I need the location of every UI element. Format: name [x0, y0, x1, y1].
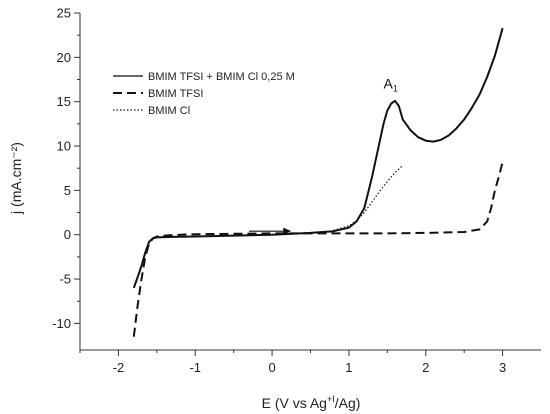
series-line-3 — [333, 165, 404, 231]
series-line-1 — [132, 27, 504, 289]
x-tick-label: -2 — [113, 360, 125, 375]
y-axis-label: j (mA.cm⁻²) — [8, 142, 24, 215]
peak-annotation: A1 — [383, 75, 397, 93]
y-tick-label: 5 — [64, 183, 71, 198]
x-tick-label: 1 — [345, 360, 352, 375]
y-tick-label: 0 — [64, 227, 71, 242]
y-tick-label: 20 — [57, 50, 71, 65]
y-tick-label: 25 — [57, 6, 71, 21]
legend-label-2: BMIM TFSI — [148, 88, 203, 100]
x-axis-label-sup: +I — [327, 394, 335, 404]
x-tick-label: -1 — [189, 360, 201, 375]
axes-layer — [79, 13, 541, 351]
legend-label-1: BMIM TFSI + BMIM Cl 0,25 M — [148, 71, 295, 83]
series-line-2 — [132, 161, 504, 337]
y-tick-label: -10 — [52, 316, 71, 331]
y-tick-label: -5 — [59, 272, 71, 287]
y-tick-label: 15 — [57, 94, 71, 109]
series-layer — [132, 27, 504, 337]
x-tick-label: 0 — [268, 360, 275, 375]
legend: BMIM TFSI + BMIM Cl 0,25 M BMIM TFSI BMIM … — [113, 71, 295, 117]
x-axis-label: E (V vs Ag+I/Ag) — [262, 394, 361, 411]
scan-arrow-head — [283, 227, 292, 235]
legend-label-3: BMIM Cl — [148, 105, 190, 117]
y-tick-label: 10 — [57, 139, 71, 154]
annotations: A1 — [249, 75, 398, 235]
x-tick-label: 2 — [422, 360, 429, 375]
x-tick-label: 3 — [499, 360, 506, 375]
